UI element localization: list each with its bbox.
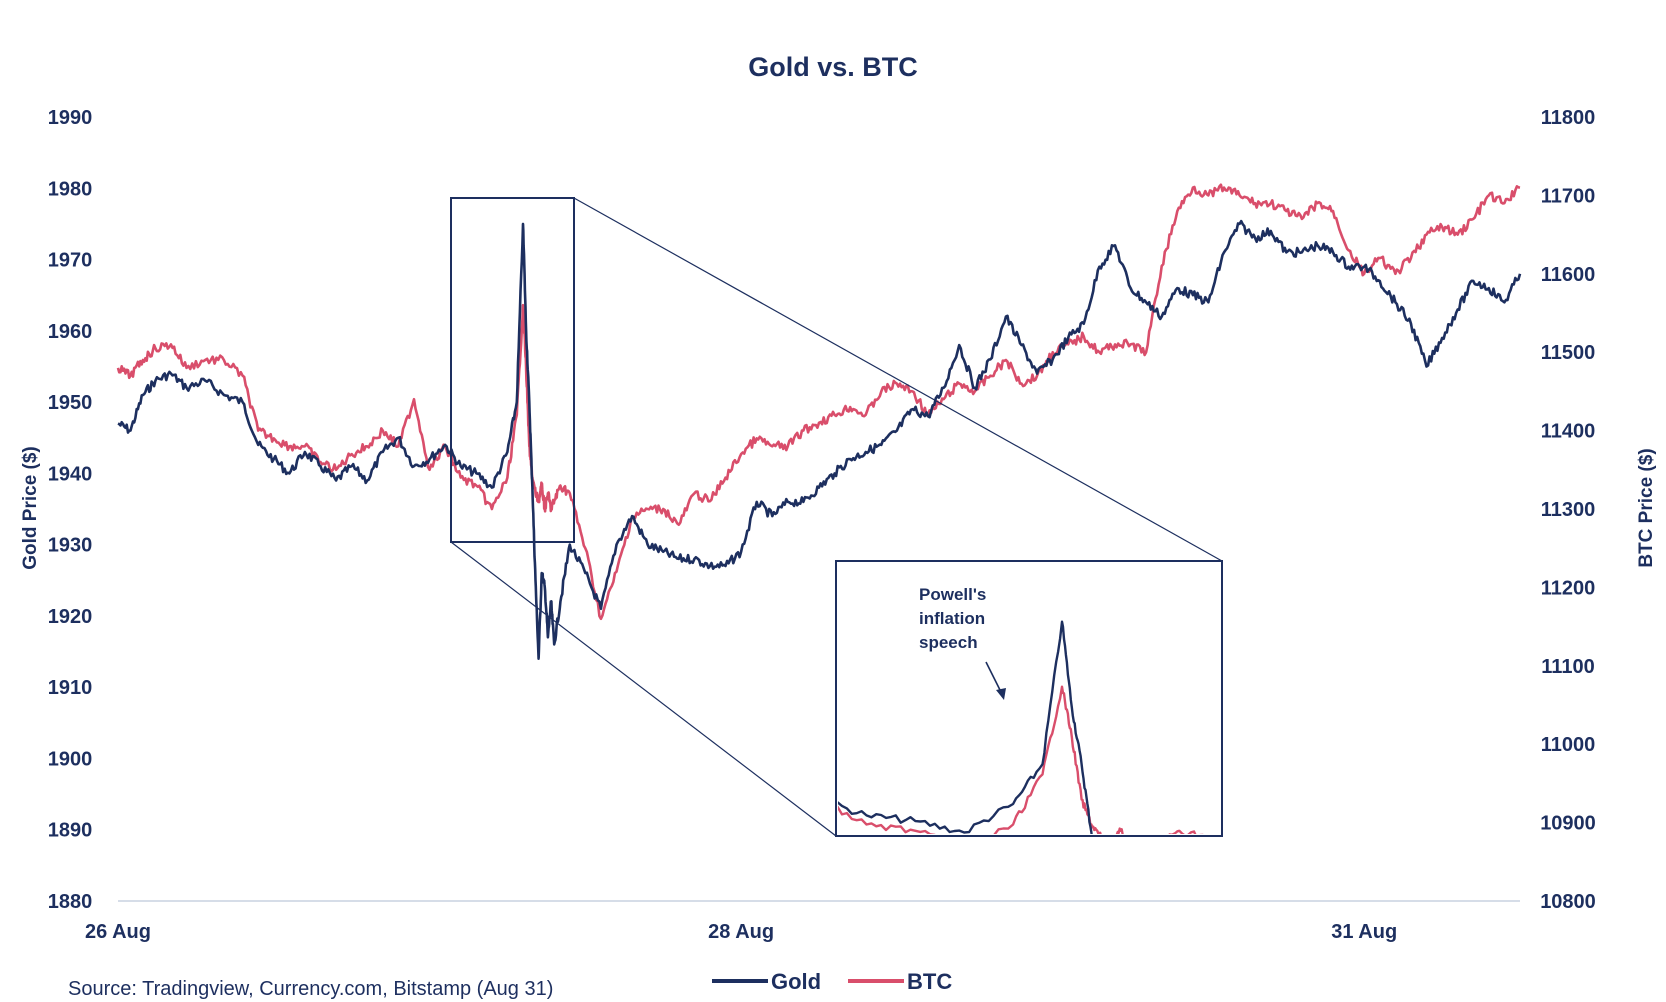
y-right-tick-11100: 11100: [1541, 656, 1594, 678]
y-left-tick-1910: 1910: [48, 677, 93, 699]
y-left-tick-1880: 1880: [48, 891, 93, 913]
y-right-tick-10900: 10900: [1540, 813, 1596, 835]
inset-line-btc: [838, 685, 1205, 834]
inset-line-gold: [838, 620, 1093, 834]
x-tick-31-aug: 31 Aug: [1331, 921, 1397, 943]
right-axis-ticks: 11800 11700 11600 11500 11400 11300 11200 11100…: [1540, 107, 1596, 913]
zoom-box: [450, 197, 575, 543]
chart-title: Gold vs. BTC: [748, 52, 918, 82]
y-left-tick-1890: 1890: [48, 820, 93, 842]
y-right-tick-11500: 11500: [1541, 342, 1596, 364]
inset-frame: [835, 560, 1223, 837]
annotation-line-1: Powell's: [919, 585, 986, 604]
y-right-tick-11800: 11800: [1541, 107, 1596, 129]
left-axis-ticks: 1990 1980 1970 1960 1950 1940 1930 1920 1910 1900…: [48, 107, 93, 913]
y-axis-right-label: BTC Price ($): [1636, 448, 1657, 567]
y-right-tick-11200: 11200: [1541, 577, 1596, 599]
y-left-tick-1980: 1980: [48, 178, 93, 200]
y-left-tick-1900: 1900: [48, 748, 93, 770]
annotation-line-3: speech: [919, 633, 978, 652]
y-left-tick-1940: 1940: [48, 463, 93, 485]
y-right-tick-10800: 10800: [1540, 891, 1596, 913]
legend-label-btc: BTC: [907, 969, 952, 994]
y-axis-left-label: Gold Price ($): [20, 446, 41, 570]
x-axis-ticks: 26 Aug 28 Aug 31 Aug: [85, 921, 1397, 943]
series-layer: [116, 183, 1522, 660]
zoom-connector-top: [573, 197, 1223, 562]
y-left-tick-1990: 1990: [48, 107, 93, 129]
annotation-line-2: inflation: [919, 609, 985, 628]
y-right-tick-11600: 11600: [1541, 264, 1596, 286]
zoom-inset: Powell's inflation speech: [835, 560, 1223, 837]
y-left-tick-1930: 1930: [48, 535, 93, 557]
legend-label-gold: Gold: [771, 969, 821, 994]
y-left-tick-1970: 1970: [48, 250, 93, 272]
y-right-tick-11400: 11400: [1541, 421, 1596, 443]
zoom-connector-bottom: [450, 541, 837, 837]
source-note: Source: Tradingview, Currency.com, Bitst…: [68, 978, 553, 1000]
y-left-tick-1920: 1920: [48, 606, 93, 628]
annotation-arrowhead: [996, 688, 1006, 700]
series-line-gold: [117, 219, 1522, 660]
y-left-tick-1950: 1950: [48, 392, 93, 414]
y-right-tick-11700: 11700: [1541, 185, 1596, 207]
x-tick-28-aug: 28 Aug: [708, 921, 774, 943]
y-left-tick-1960: 1960: [48, 321, 93, 343]
annotation-arrow: [985, 661, 1003, 695]
y-right-tick-11000: 11000: [1541, 734, 1596, 756]
series-line-btc: [116, 183, 1521, 621]
x-tick-26-aug: 26 Aug: [85, 921, 151, 943]
y-right-tick-11300: 11300: [1541, 499, 1596, 521]
